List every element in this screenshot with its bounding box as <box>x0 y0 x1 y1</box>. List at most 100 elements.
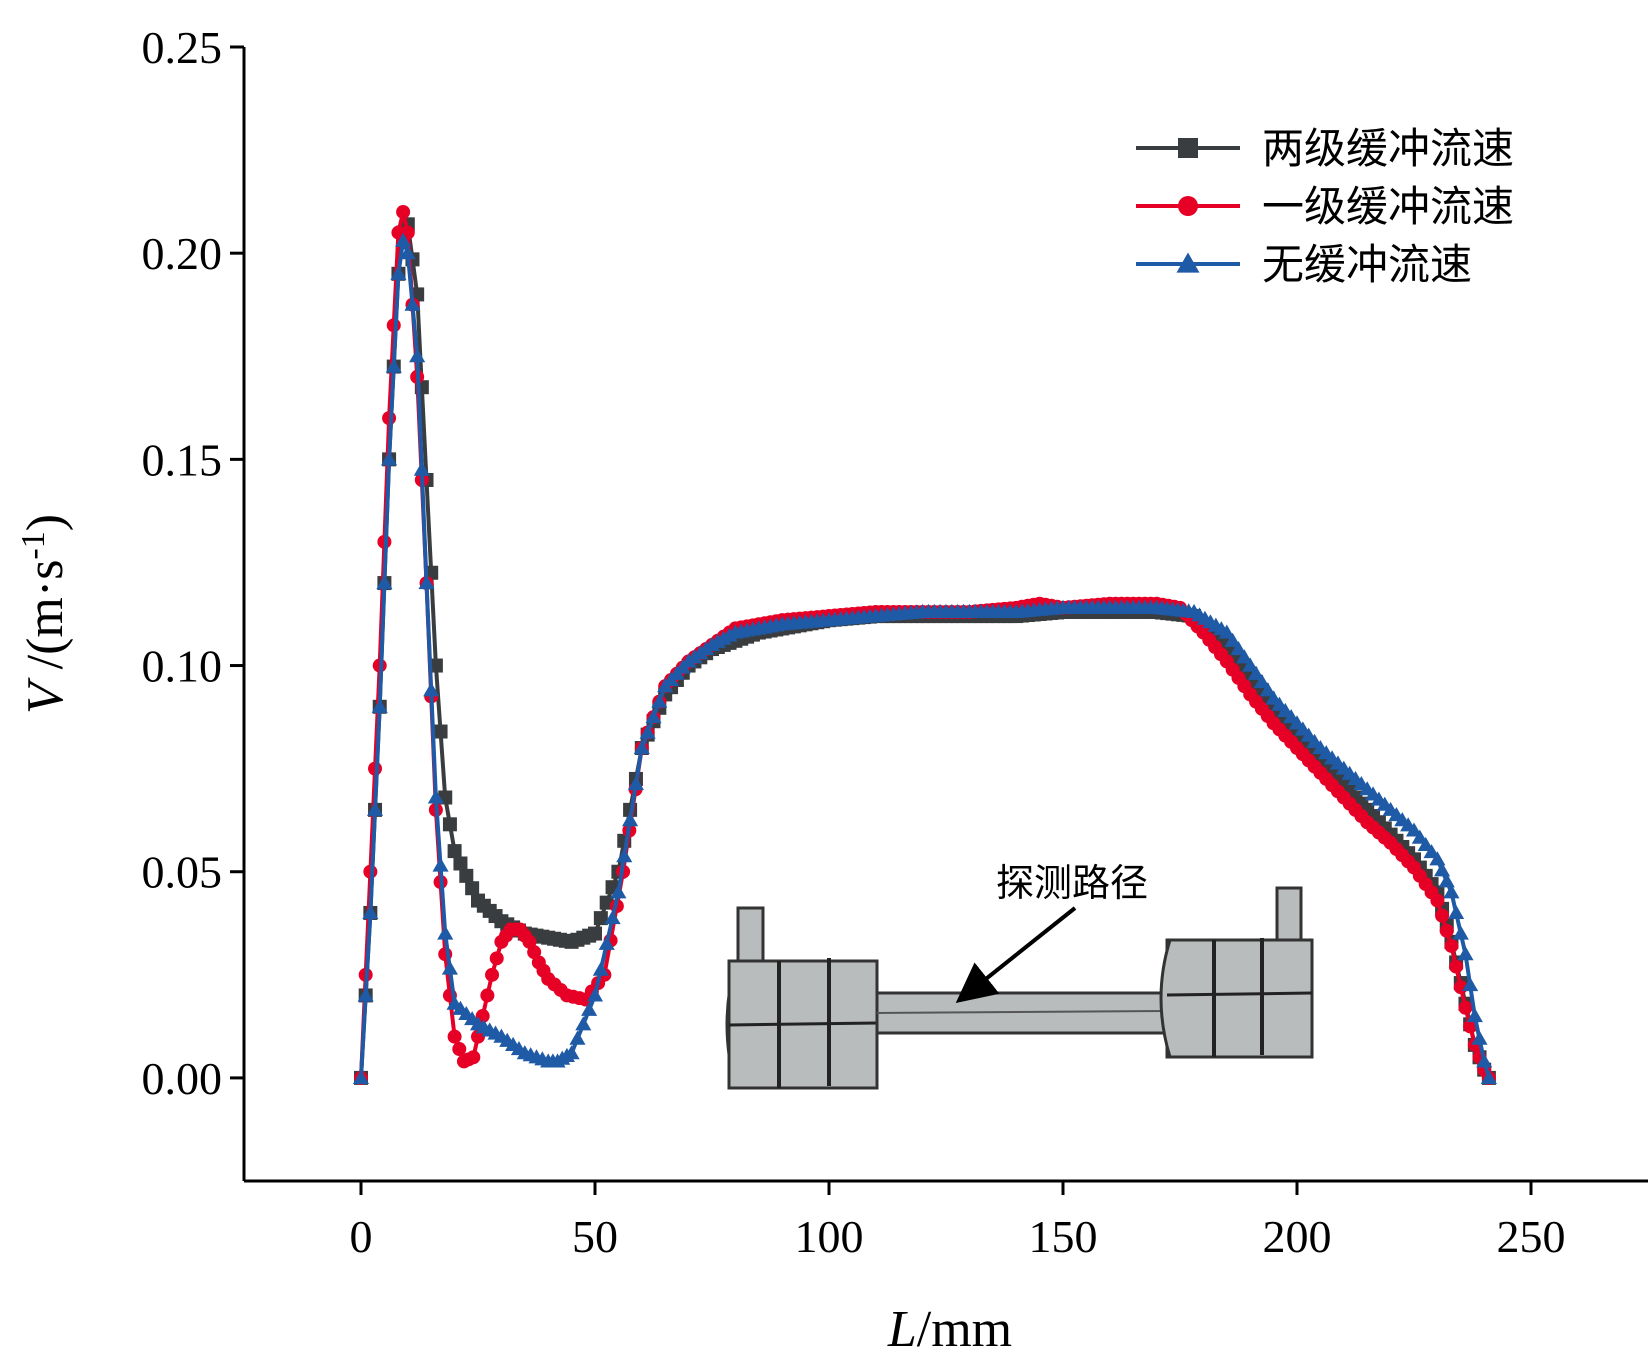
data-point <box>441 960 458 975</box>
data-point <box>357 987 374 1002</box>
data-point <box>1457 946 1474 961</box>
axes <box>242 47 1648 1183</box>
data-point <box>1439 923 1454 938</box>
data-point <box>381 451 398 466</box>
data-point <box>366 801 384 816</box>
data-point <box>588 926 602 941</box>
x-axis-unit: /mm <box>917 1301 1012 1358</box>
data-point <box>433 724 448 739</box>
right-chamber <box>1165 938 1314 1059</box>
data-point <box>362 904 379 920</box>
data-point <box>1444 938 1459 953</box>
data-point <box>1218 624 1235 639</box>
legend-marker <box>1178 196 1198 216</box>
legend-label: 两级缓冲流速 <box>1262 124 1514 173</box>
data-point <box>447 844 462 859</box>
data-point <box>598 935 615 950</box>
data-point <box>1242 657 1259 672</box>
data-point <box>427 789 444 804</box>
y-axis-title: V /(m·s-1) <box>15 514 75 714</box>
probe-path-arrow <box>955 906 1077 1003</box>
data-point <box>413 461 430 476</box>
right-chamber-end <box>1159 939 1172 1058</box>
data-point <box>1452 925 1469 940</box>
data-point <box>437 925 454 940</box>
data-point <box>1471 1030 1488 1045</box>
data-point <box>633 739 650 755</box>
data-point <box>404 296 421 311</box>
x-axis-title: L/mm <box>887 1301 1012 1358</box>
data-point <box>409 348 426 363</box>
x-tick-label: 150 <box>1029 1211 1098 1262</box>
data-point <box>1230 641 1247 656</box>
data-point <box>1434 862 1451 877</box>
data-point <box>593 911 608 926</box>
x-tick-label: 100 <box>795 1211 864 1262</box>
data-point <box>581 1001 598 1016</box>
data-point <box>563 1045 580 1060</box>
left-stub <box>736 906 765 963</box>
right-stub <box>1275 886 1303 942</box>
legend-label: 无缓冲流速 <box>1262 240 1472 289</box>
series-triangle <box>352 232 1497 1084</box>
right-chamber-midline <box>1166 991 1313 997</box>
y-tick-label: 0.20 <box>142 228 223 279</box>
data-point <box>452 1042 467 1057</box>
data-point <box>447 1029 462 1044</box>
y-axis-unit-close: ) <box>17 514 74 531</box>
data-point <box>1449 959 1464 974</box>
y-tick-label: 0.00 <box>142 1053 223 1104</box>
probe-path-label: 探测路径 <box>996 861 1148 905</box>
data-point <box>1435 908 1450 923</box>
data-point <box>396 204 411 219</box>
data-point <box>465 881 480 896</box>
data-point <box>616 848 633 863</box>
x-tick-label: 250 <box>1497 1211 1566 1262</box>
tube-centerline <box>876 1010 1168 1014</box>
data-point <box>376 575 393 590</box>
data-point <box>1236 649 1253 664</box>
data-point <box>1462 977 1479 992</box>
data-point <box>1438 873 1455 888</box>
legend-item: 两级缓冲流速 <box>1136 124 1514 173</box>
legend-label: 一级缓冲流速 <box>1262 182 1514 231</box>
data-point <box>622 812 639 827</box>
y-ticks: 0.00 0.05 0.10 0.15 0.20 0.25 <box>142 22 244 1104</box>
data-point <box>1463 1019 1478 1034</box>
left-chamber-midline <box>728 1021 878 1027</box>
y-axis-unit-exponent: -1 <box>15 531 52 559</box>
data-point <box>575 1016 592 1031</box>
series-layer <box>352 204 1497 1085</box>
legend-item: 无缓冲流速 <box>1136 240 1472 289</box>
data-point <box>1430 893 1445 908</box>
legend-item: 一级缓冲流速 <box>1136 182 1514 231</box>
y-tick-label: 0.15 <box>142 434 223 485</box>
x-ticks: 0 50 100 150 200 250 <box>350 1181 1566 1262</box>
data-point <box>442 817 457 832</box>
data-point <box>1224 632 1241 647</box>
data-point <box>645 709 662 724</box>
legend-marker <box>1178 138 1198 158</box>
probe-path-illustration: 探测路径 <box>725 861 1314 1090</box>
data-point <box>480 988 495 1003</box>
data-point <box>423 682 440 697</box>
y-axis-unit: /(m·s <box>17 560 74 683</box>
data-point <box>371 698 388 713</box>
data-point <box>1248 665 1265 680</box>
data-point <box>390 265 407 280</box>
series-circle <box>354 204 1496 1085</box>
data-point <box>639 724 656 739</box>
x-tick-label: 200 <box>1263 1211 1332 1262</box>
data-point <box>1466 1008 1483 1023</box>
x-tick-label: 50 <box>572 1211 618 1262</box>
data-point <box>1259 682 1276 697</box>
data-point <box>466 1050 481 1065</box>
legend-marker <box>1176 252 1200 273</box>
data-point <box>385 358 402 373</box>
y-axis-variable: V <box>17 677 74 714</box>
data-point <box>432 857 449 872</box>
data-point <box>604 910 621 925</box>
x-axis-variable: L <box>887 1301 917 1358</box>
